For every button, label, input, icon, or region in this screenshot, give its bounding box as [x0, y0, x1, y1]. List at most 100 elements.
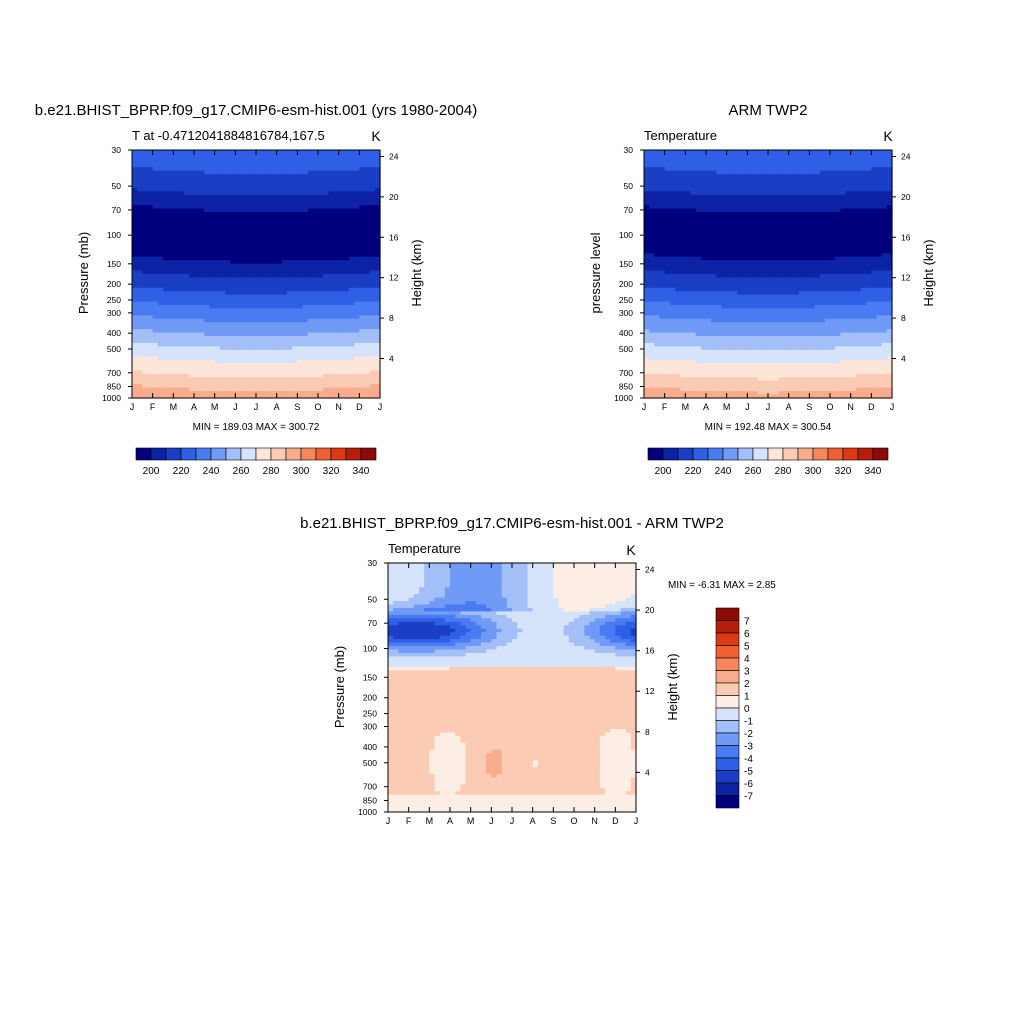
contour-cell [225, 318, 231, 323]
contour-cell [142, 184, 149, 189]
contour-cell [302, 315, 309, 320]
contour-cell [302, 284, 309, 289]
contour-cell [323, 249, 329, 254]
contour-cell [830, 194, 836, 199]
contour-cell [799, 208, 805, 213]
contour-cell [230, 394, 236, 399]
contour-cell [157, 208, 164, 213]
contour-cell [333, 360, 340, 365]
contour-cell [199, 280, 205, 285]
contour-cell [219, 208, 226, 213]
contour-cell [364, 236, 371, 241]
contour-cell [157, 212, 164, 217]
contour-cell [850, 163, 857, 168]
contour-cell [230, 356, 236, 361]
contour-cell [168, 201, 174, 206]
contour-cell [726, 208, 733, 213]
contour-cell [354, 232, 360, 237]
contour-cell [359, 229, 366, 234]
contour-cell [374, 208, 381, 213]
contour-cell [287, 349, 293, 354]
contour-cell [747, 174, 754, 179]
contour-cell [178, 356, 185, 361]
contour-cell [333, 384, 340, 389]
contour-cell [281, 218, 288, 223]
contour-cell [788, 201, 795, 206]
contour-cell [235, 174, 242, 179]
contour-cell [721, 170, 728, 175]
contour-cell [204, 336, 211, 341]
contour-cell [256, 160, 262, 165]
contour-cell [374, 287, 381, 292]
contour-cell [194, 201, 200, 206]
contour-cell [163, 280, 169, 285]
contour-cell [173, 208, 180, 213]
contour-cell [726, 218, 733, 223]
contour-cell [354, 332, 360, 337]
contour-cell [855, 218, 862, 223]
contour-cell [654, 163, 661, 168]
contour-cell [142, 342, 149, 347]
contour-cell [669, 160, 676, 165]
contour-cell [204, 184, 211, 189]
contour-cell [152, 249, 159, 254]
contour-cell [256, 218, 262, 223]
contour-cell [183, 256, 190, 261]
contour-cell [649, 222, 655, 227]
contour-cell [209, 249, 216, 254]
contour-cell [773, 236, 779, 241]
contour-cell [726, 212, 733, 217]
contour-cell [649, 177, 655, 182]
contour-cell [147, 339, 154, 344]
contour-cell [168, 377, 174, 382]
contour-cell [824, 229, 831, 234]
contour-cell [716, 167, 723, 172]
contour-cell [178, 287, 185, 292]
contour-cell [157, 329, 164, 334]
contour-cell [204, 305, 211, 310]
contour-cell [209, 274, 216, 279]
contour-cell [276, 229, 283, 234]
contour-cell [157, 380, 164, 385]
contour-cell [240, 391, 247, 396]
contour-cell [235, 160, 242, 165]
contour-cell [219, 349, 226, 354]
contour-cell [178, 229, 185, 234]
contour-cell [349, 315, 355, 320]
contour-cell [132, 232, 138, 237]
contour-cell [654, 187, 661, 192]
contour-cell [152, 339, 159, 344]
contour-cell [266, 153, 273, 158]
contour-cell [302, 280, 309, 285]
contour-cell [235, 274, 242, 279]
contour-cell [840, 225, 847, 230]
contour-cell [773, 215, 779, 220]
contour-cell [266, 315, 273, 320]
contour-cell [788, 191, 795, 196]
contour-cell [374, 332, 381, 337]
contour-cell [354, 181, 360, 186]
contour-cell [654, 239, 661, 244]
contour-cell [178, 187, 185, 192]
contour-cell [152, 332, 159, 337]
contour-cell [669, 205, 676, 210]
contour-cell [333, 256, 340, 261]
contour-cell [281, 212, 288, 217]
contour-cell [359, 280, 366, 285]
contour-cell [312, 287, 319, 292]
contour-cell [685, 239, 692, 244]
contour-cell [245, 325, 252, 330]
contour-cell [716, 177, 723, 182]
contour-cell [235, 311, 242, 316]
contour-cell [250, 263, 257, 268]
contour-cell [675, 222, 681, 227]
contour-cell [152, 367, 159, 372]
contour-cell [349, 253, 355, 258]
contour-cell [157, 384, 164, 389]
contour-cell [654, 229, 661, 234]
contour-cell [654, 198, 661, 203]
contour-cell [152, 301, 159, 306]
contour-cell [349, 208, 355, 213]
contour-cell [695, 198, 702, 203]
contour-cell [644, 218, 650, 223]
